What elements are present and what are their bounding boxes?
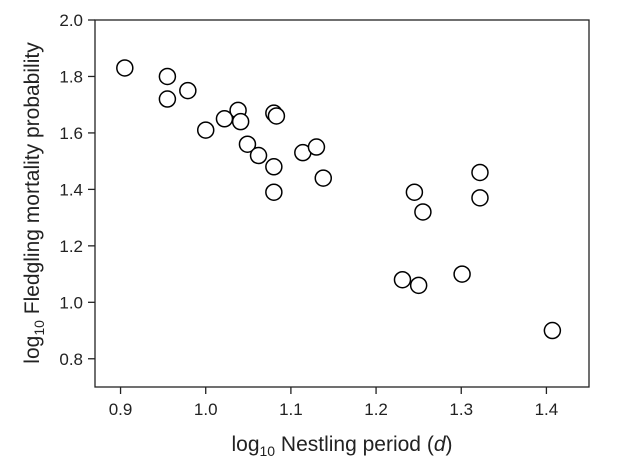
scatter-point bbox=[116, 59, 134, 77]
y-axis-label: log10 Fledgling mortality probability bbox=[21, 42, 47, 364]
y-axis-label-prefix: log bbox=[21, 336, 44, 364]
y-tick-label: 1.2 bbox=[59, 237, 83, 256]
scatter-point bbox=[393, 270, 412, 289]
scatter-point bbox=[265, 158, 283, 176]
x-tick-label: 1.4 bbox=[535, 400, 559, 419]
y-axis-ticks: 0.8 1.0 1.2 1.4 1.6 1.8 2.0 bbox=[59, 11, 95, 369]
y-tick-label: 1.4 bbox=[59, 180, 83, 199]
scatter-point bbox=[414, 203, 432, 221]
scatter-point bbox=[409, 276, 428, 295]
y-axis-label-text: Fledgling mortality probability bbox=[21, 42, 44, 320]
x-axis-label-subscript: 10 bbox=[260, 443, 276, 459]
x-axis-label-prefix: log bbox=[231, 433, 259, 456]
scatter-point bbox=[238, 135, 257, 153]
x-tick-label: 0.9 bbox=[109, 400, 133, 419]
scatter-point bbox=[158, 67, 177, 86]
y-tick-label: 1.8 bbox=[59, 67, 83, 86]
x-axis-ticks: 0.9 1.0 1.1 1.2 1.3 1.4 bbox=[109, 387, 559, 419]
scatter-point bbox=[543, 321, 562, 340]
y-tick-label: 1.6 bbox=[59, 124, 83, 143]
scatter-point bbox=[405, 183, 424, 201]
scatter-point bbox=[307, 138, 326, 156]
scatter-point bbox=[267, 107, 286, 125]
scatter-point bbox=[314, 169, 333, 187]
x-tick-label: 1.3 bbox=[449, 400, 473, 419]
y-axis-label-subscript: 10 bbox=[31, 320, 47, 336]
x-axis-label: log10 Nestling period (d) bbox=[231, 433, 452, 459]
scatter-point bbox=[158, 90, 177, 108]
scatter-point bbox=[453, 265, 471, 283]
scatter-point bbox=[249, 146, 268, 165]
scatter-point bbox=[471, 163, 489, 182]
x-axis-label-suffix: ) bbox=[446, 433, 453, 456]
x-axis-label-unit: d bbox=[434, 433, 447, 456]
scatter-point bbox=[179, 81, 197, 100]
y-tick-label: 2.0 bbox=[59, 11, 83, 30]
x-tick-label: 1.1 bbox=[279, 400, 303, 419]
scatter-point bbox=[471, 189, 489, 207]
y-tick-label: 0.8 bbox=[59, 350, 83, 369]
y-tick-label: 1.0 bbox=[59, 293, 83, 312]
scatter-point bbox=[265, 183, 283, 201]
x-axis-label-text: Nestling period ( bbox=[275, 433, 434, 456]
scatter-point bbox=[196, 121, 215, 139]
scatter-point bbox=[231, 112, 250, 131]
data-points bbox=[116, 59, 562, 340]
plot-frame bbox=[94, 19, 590, 388]
x-tick-label: 1.0 bbox=[194, 400, 218, 419]
x-tick-label: 1.2 bbox=[364, 400, 388, 419]
